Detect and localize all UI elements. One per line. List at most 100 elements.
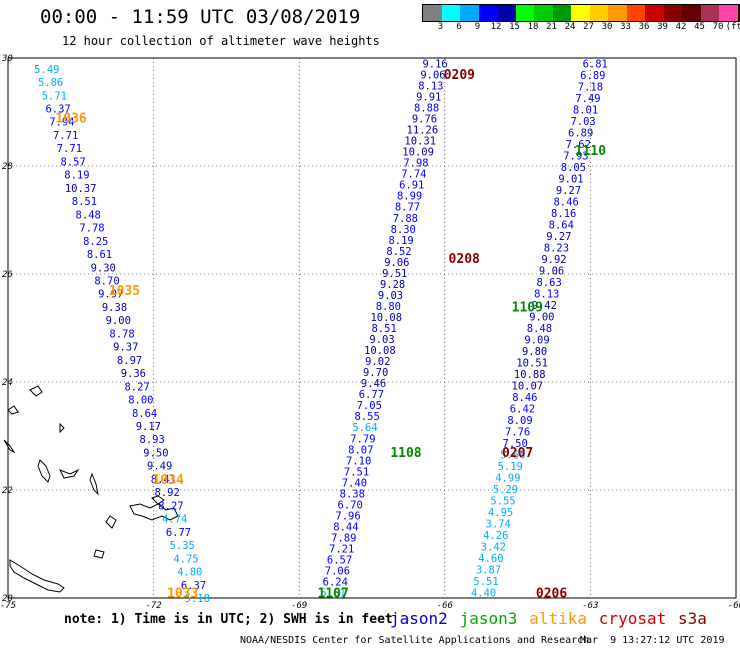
wave-height-value: 5.64 [352, 422, 377, 434]
wave-height-value: 9.03 [378, 290, 403, 302]
wave-height-value: 8.13 [534, 288, 559, 300]
wave-height-value: 8.16 [551, 208, 576, 220]
color-swatch [682, 5, 701, 21]
wave-height-value: 5.61 [321, 588, 346, 600]
wave-height-value: 8.19 [388, 235, 413, 247]
color-swatch [478, 5, 497, 21]
wave-height-value: 8.48 [527, 323, 552, 335]
wave-height-value: 9.03 [369, 334, 394, 346]
y-tick-label: 28 [2, 162, 13, 172]
pass-cycle-label: 0207 [502, 446, 533, 461]
coastline [3, 385, 179, 593]
wave-height-value: 8.30 [391, 224, 416, 236]
wave-height-value: 9.27 [546, 231, 571, 243]
wave-height-value: 5.51 [473, 576, 498, 588]
wave-height-value: 10.08 [364, 345, 396, 357]
island-rum [59, 422, 65, 434]
wave-height-value: 6.24 [323, 577, 348, 589]
wave-height-value: 6.91 [399, 180, 424, 192]
color-scale-bar [422, 4, 740, 22]
color-swatch [626, 5, 645, 21]
satellite-legend-item: s3a [678, 609, 707, 628]
x-tick-label: -66 [437, 601, 453, 611]
wave-height-value: 7.06 [325, 566, 350, 578]
wave-height-value: 7.05 [357, 400, 382, 412]
wave-height-value: 8.25 [83, 236, 108, 248]
island-andros [37, 459, 51, 483]
pass-cycle-label: 1107 [318, 587, 349, 602]
wave-height-value: 7.98 [403, 158, 428, 170]
wave-height-value: 5.29 [493, 484, 518, 496]
wave-height-value: 7.03 [570, 116, 595, 128]
map-subtitle: 12 hour collection of altimeter wave hei… [62, 34, 380, 48]
wave-height-value: 7.96 [335, 510, 360, 522]
wave-height-value: 10.09 [402, 147, 434, 159]
wave-height-value: 7.79 [350, 433, 375, 445]
wave-height-value: 9.17 [136, 421, 161, 433]
wave-height-value: 8.78 [109, 328, 134, 340]
wave-height-value: 6.77 [166, 527, 191, 539]
island-san-salvador [29, 385, 43, 397]
wave-height-value: 7.94 [49, 117, 74, 129]
wave-height-value: 3.74 [486, 519, 511, 531]
satellite-legend-item: jason3 [459, 609, 518, 628]
wave-height-value: 7.89 [331, 532, 356, 544]
wave-height-value: 8.99 [397, 191, 422, 203]
wave-height-value: 9.49 [147, 461, 172, 473]
wave-height-value: 9.28 [380, 279, 405, 291]
wave-height-value: 8.64 [132, 408, 157, 420]
wave-height-value: 9.00 [106, 315, 131, 327]
color-scale-label: 18 [527, 22, 539, 32]
pass-cycle-label: 1110 [575, 144, 606, 159]
footnote: note: 1) Time is in UTC; 2) SWH is in fe… [64, 612, 393, 627]
y-tick-label: 30 [1, 54, 13, 64]
island-caicos-north [151, 495, 165, 505]
wave-height-value: 10.08 [370, 312, 402, 324]
cycle-labels: 1036 1035 1034 1033 0209 0208 0207 0206 1110 1109… [55, 68, 606, 601]
x-axis-ticks: -75 -72 -69 -66 -63 -60 [0, 601, 740, 611]
color-scale-label: 21 [546, 22, 557, 32]
wave-height-value: 6.81 [583, 58, 608, 70]
wave-height-value: 6.42 [510, 404, 535, 416]
color-swatch [663, 5, 682, 21]
pass-cycle-label: 0209 [444, 68, 475, 83]
wave-height-value: 9.37 [113, 342, 138, 354]
altimeter-tracks: 5.495.865.716.377.947.717.718.578.1910.3… [34, 58, 608, 605]
color-scale-label: (ft) [725, 22, 740, 32]
wave-height-value: 10.37 [65, 183, 97, 195]
wave-height-value: 7.49 [575, 93, 600, 105]
wave-height-value: 8.51 [72, 196, 97, 208]
wave-height-value: 5.66 [500, 450, 525, 462]
color-scale-label: 6 [456, 22, 462, 32]
color-swatch [571, 5, 590, 21]
wave-height-value: 8.97 [117, 355, 142, 367]
x-tick-label: -69 [291, 601, 307, 611]
wave-height-value: 11.26 [407, 125, 439, 137]
color-swatch [460, 5, 479, 21]
credit-line: NOAA/NESDIS Center for Satellite Applica… [240, 635, 590, 646]
island-cuba-east [9, 559, 65, 593]
wave-height-value: 4.95 [488, 507, 513, 519]
wave-height-value: 4.99 [495, 473, 520, 485]
wave-height-value: 8.48 [76, 209, 101, 221]
wave-height-value: 8.23 [544, 242, 569, 254]
y-tick-label: 20 [2, 594, 13, 604]
wave-height-value: 8.07 [348, 444, 373, 456]
wave-height-value: 6.70 [338, 499, 363, 511]
island-acklins [105, 515, 117, 529]
color-scale-label: 27 [583, 22, 594, 32]
wave-height-value: 6.37 [181, 580, 206, 592]
wave-height-value: 8.44 [333, 521, 358, 533]
color-swatch [497, 5, 516, 21]
wave-height-value: 9.97 [98, 289, 123, 301]
wave-height-value: 9.70 [363, 367, 388, 379]
color-scale-label: 70 [712, 22, 724, 32]
wave-height-value: 4.75 [173, 553, 198, 565]
wave-height-value: 10.88 [514, 369, 546, 381]
wave-height-value: 9.92 [541, 254, 566, 266]
pass-cycle-label: 1035 [109, 284, 140, 299]
wave-height-value: 8.77 [395, 202, 420, 214]
wave-height-value: 8.92 [155, 487, 180, 499]
x-tick-label: -75 [0, 601, 16, 611]
map-title: 00:00 - 11:59 UTC 03/08/2019 [40, 6, 361, 28]
